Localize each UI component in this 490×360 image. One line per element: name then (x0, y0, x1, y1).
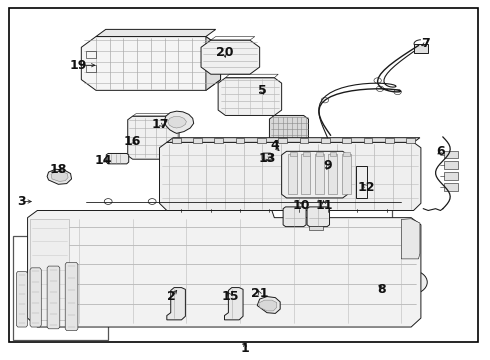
Bar (193, 138, 202, 143)
Text: 21: 21 (251, 287, 269, 300)
Polygon shape (96, 30, 216, 37)
Bar (444, 172, 458, 180)
Polygon shape (310, 226, 323, 230)
Polygon shape (47, 266, 60, 329)
Bar (257, 138, 266, 143)
Bar (284, 148, 392, 230)
Bar (300, 138, 308, 143)
Polygon shape (47, 169, 72, 184)
Text: 20: 20 (216, 46, 233, 59)
Polygon shape (30, 268, 41, 327)
Bar (303, 152, 310, 156)
Bar (317, 152, 323, 156)
Text: 15: 15 (221, 290, 239, 303)
Text: 7: 7 (421, 37, 430, 50)
Text: 14: 14 (95, 154, 112, 167)
Polygon shape (81, 37, 221, 90)
Text: 8: 8 (377, 283, 386, 296)
Polygon shape (206, 37, 220, 90)
Text: 16: 16 (124, 135, 141, 148)
Bar (315, 154, 324, 194)
Text: 19: 19 (69, 59, 87, 72)
Polygon shape (401, 219, 420, 259)
Polygon shape (106, 153, 129, 164)
Text: 12: 12 (357, 181, 375, 194)
Polygon shape (16, 271, 27, 327)
Circle shape (408, 280, 415, 285)
Bar (406, 138, 415, 143)
Text: 10: 10 (293, 199, 310, 212)
Circle shape (395, 270, 427, 294)
Bar (343, 152, 349, 156)
Polygon shape (224, 288, 243, 320)
Bar (444, 150, 458, 158)
Bar (444, 183, 458, 191)
Bar (236, 138, 245, 143)
Polygon shape (27, 205, 421, 327)
Polygon shape (282, 151, 347, 198)
Text: 11: 11 (316, 199, 333, 212)
Bar (364, 138, 372, 143)
Text: 6: 6 (436, 145, 445, 158)
Polygon shape (30, 220, 69, 320)
Polygon shape (167, 138, 420, 142)
Text: 9: 9 (324, 159, 332, 172)
Polygon shape (270, 116, 309, 157)
Bar (330, 152, 336, 156)
Polygon shape (259, 300, 277, 311)
Polygon shape (167, 288, 185, 320)
Polygon shape (128, 116, 179, 159)
Polygon shape (65, 262, 78, 330)
Text: 17: 17 (152, 118, 169, 131)
Polygon shape (283, 207, 306, 226)
Polygon shape (218, 78, 282, 116)
Polygon shape (51, 171, 68, 181)
Polygon shape (168, 117, 186, 128)
Polygon shape (257, 297, 280, 314)
Text: 5: 5 (258, 84, 267, 97)
Polygon shape (164, 111, 194, 134)
Text: 2: 2 (167, 290, 176, 303)
Bar (444, 161, 458, 169)
Bar (288, 154, 297, 194)
Text: 4: 4 (270, 139, 279, 152)
Text: 13: 13 (259, 152, 276, 165)
Polygon shape (159, 142, 421, 211)
Bar (214, 138, 223, 143)
Bar (321, 138, 330, 143)
Bar (301, 154, 310, 194)
Text: 18: 18 (49, 163, 67, 176)
Bar (343, 138, 351, 143)
Bar (342, 154, 350, 194)
Bar (290, 152, 297, 156)
Circle shape (402, 276, 420, 289)
Polygon shape (307, 207, 330, 226)
Bar (278, 138, 287, 143)
Bar (385, 138, 394, 143)
Bar (414, 44, 428, 53)
Bar (328, 154, 337, 194)
Text: 1: 1 (241, 342, 249, 355)
Text: 3: 3 (17, 195, 25, 208)
Bar (172, 138, 180, 143)
Polygon shape (262, 153, 271, 160)
Bar (13, 235, 108, 339)
Polygon shape (201, 40, 260, 74)
Bar (356, 166, 367, 198)
